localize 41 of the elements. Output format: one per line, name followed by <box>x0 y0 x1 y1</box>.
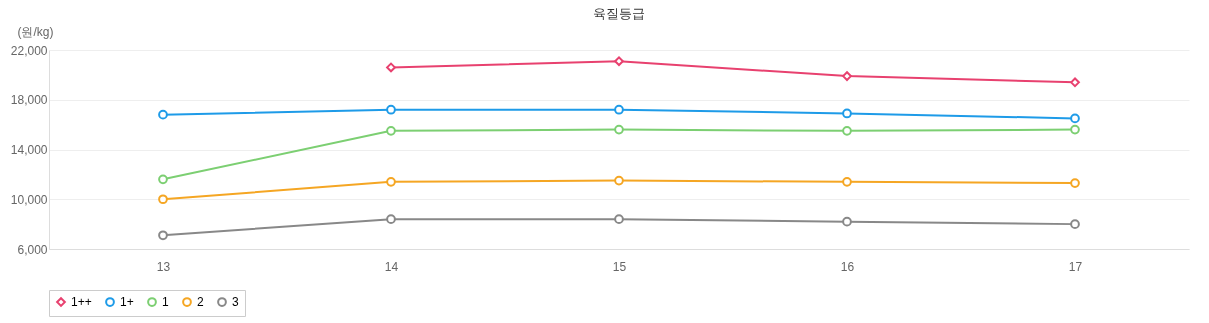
y-axis-title: (원/kg) <box>17 24 54 39</box>
point <box>158 194 168 205</box>
legend-label: 1++ <box>71 295 92 310</box>
point <box>1070 113 1080 124</box>
point <box>386 214 396 225</box>
point <box>842 176 852 187</box>
y-tick-label: 6,000 <box>17 242 48 257</box>
x-tick-label: 13 <box>156 259 171 274</box>
legend-label: 2 <box>197 295 204 310</box>
y-tick-label: 10,000 <box>10 192 48 207</box>
point <box>158 174 168 185</box>
point <box>158 230 168 241</box>
y-tick-label: 18,000 <box>10 93 48 108</box>
legend-label: 1+ <box>120 295 134 310</box>
point <box>386 176 396 187</box>
point <box>386 125 396 136</box>
point <box>158 109 168 120</box>
point <box>614 104 624 115</box>
point <box>614 56 624 67</box>
chart-title: 육질등급 <box>593 6 645 21</box>
y-tick-label: 22,000 <box>10 43 48 58</box>
point <box>1070 77 1080 88</box>
legend-label: 1 <box>162 295 169 310</box>
point <box>842 125 852 136</box>
point <box>842 108 852 119</box>
y-tick-label: 14,000 <box>10 143 48 157</box>
legend-label: 3 <box>232 295 239 310</box>
point <box>386 104 396 115</box>
point <box>1070 178 1080 188</box>
point <box>614 124 624 135</box>
x-tick-label: 15 <box>612 259 627 274</box>
point <box>614 214 624 225</box>
x-tick-label: 16 <box>840 259 855 274</box>
point <box>386 62 396 73</box>
point <box>1070 219 1080 229</box>
point <box>614 175 624 186</box>
point <box>842 216 852 227</box>
x-tick-label: 14 <box>384 259 399 274</box>
x-tick-label: 17 <box>1068 259 1083 274</box>
point <box>1070 124 1080 135</box>
point <box>842 71 852 81</box>
